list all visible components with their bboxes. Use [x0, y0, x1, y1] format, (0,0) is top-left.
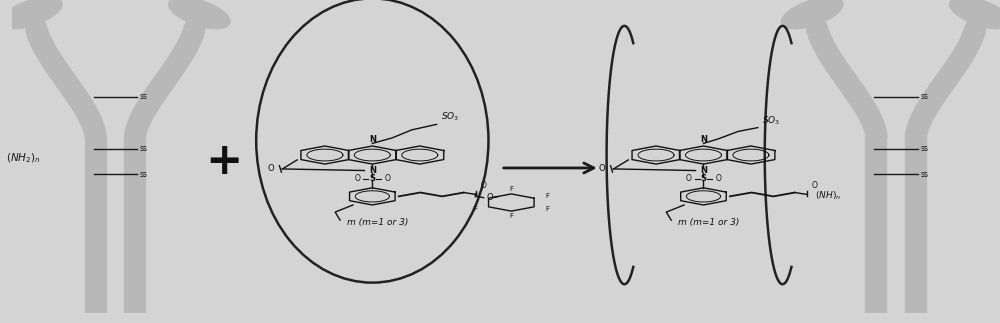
Text: N: N: [369, 166, 376, 175]
Text: F: F: [474, 206, 478, 212]
Text: F: F: [509, 213, 513, 219]
Text: N: N: [700, 135, 707, 144]
Text: F: F: [545, 206, 549, 212]
Text: ss: ss: [140, 170, 148, 179]
Text: O: O: [812, 181, 818, 190]
Text: $(NH_2)_n$: $(NH_2)_n$: [6, 151, 41, 165]
Text: S: S: [369, 174, 375, 183]
Text: N: N: [369, 135, 376, 144]
Text: N: N: [700, 166, 707, 175]
Ellipse shape: [950, 0, 1000, 29]
Text: $SO_3$: $SO_3$: [441, 111, 459, 123]
Text: $SO_3$: $SO_3$: [762, 114, 780, 127]
Text: O: O: [481, 181, 487, 190]
Text: O: O: [355, 174, 360, 183]
Text: F: F: [474, 193, 478, 199]
Ellipse shape: [169, 0, 230, 29]
Text: O: O: [599, 164, 606, 173]
Text: O: O: [715, 174, 721, 183]
Text: O: O: [487, 193, 493, 202]
Text: ss: ss: [140, 144, 148, 153]
Text: S: S: [700, 174, 706, 183]
Text: m (m=1 or 3): m (m=1 or 3): [678, 218, 739, 227]
Text: m (m=1 or 3): m (m=1 or 3): [347, 218, 408, 227]
Text: ss: ss: [140, 92, 148, 101]
Text: $(NH)_n$: $(NH)_n$: [815, 189, 841, 202]
Text: O: O: [268, 164, 274, 173]
Text: ss: ss: [921, 92, 929, 101]
Text: O: O: [384, 174, 390, 183]
Ellipse shape: [781, 0, 843, 29]
Text: O: O: [686, 174, 692, 183]
Text: ss: ss: [921, 170, 929, 179]
Text: ss: ss: [921, 144, 929, 153]
Text: F: F: [509, 186, 513, 192]
Text: +: +: [205, 140, 243, 183]
Ellipse shape: [1, 0, 62, 29]
Text: F: F: [545, 193, 549, 199]
